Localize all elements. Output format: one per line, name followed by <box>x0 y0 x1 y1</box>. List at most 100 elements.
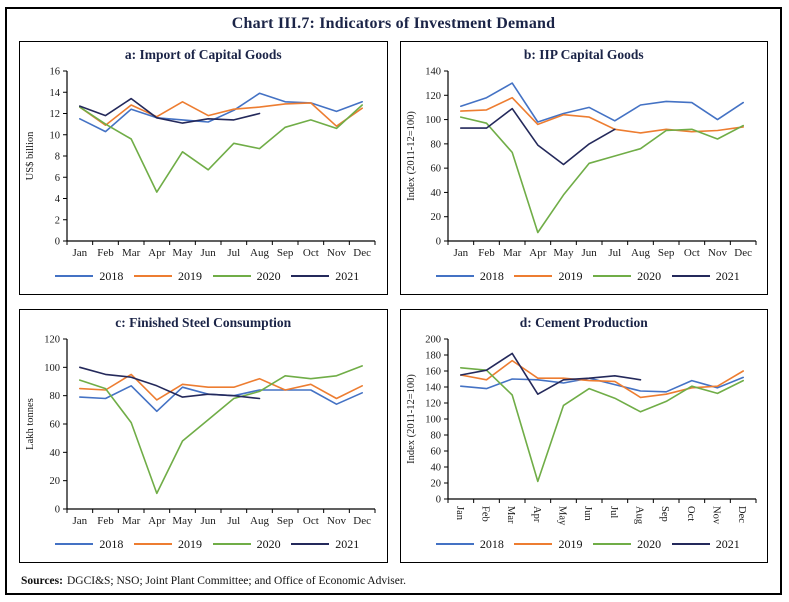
x-tick-label: Nov <box>327 247 346 259</box>
x-tick-label: May <box>173 515 194 527</box>
x-tick-label: Sep <box>658 247 675 259</box>
panel-iip-capital-goods: b: IIP Capital Goods 0 20 40 60 80 100 120 140 J… <box>399 41 768 295</box>
x-tick-label: Jun <box>201 515 217 527</box>
y-tick-label: 12 <box>50 109 61 120</box>
y-tick-label: 120 <box>425 399 441 410</box>
legend-item-2019: 2019 <box>514 537 582 552</box>
legend-item-2020: 2020 <box>593 537 661 552</box>
legend-item-2021: 2021 <box>671 536 740 552</box>
x-tick-label: Aug <box>631 247 650 259</box>
x-tick-label: Jun <box>582 506 593 521</box>
legend-label: 2021 <box>715 268 740 283</box>
legend-item-2020: 2020 <box>212 537 281 552</box>
x-tick-label: Sep <box>277 515 294 527</box>
legend-swatch-2019 <box>514 274 553 278</box>
y-tick-label: 100 <box>425 415 441 426</box>
y-tick-label: 2 <box>55 215 60 226</box>
legend-label: 2019 <box>177 268 202 283</box>
legend-label: 2021 <box>335 536 360 551</box>
legend-item-2021: 2021 <box>291 269 359 284</box>
series-2018-line <box>459 376 744 393</box>
y-axis-title: Index (2011-12=100) <box>406 111 417 201</box>
x-tick-label: Nov <box>710 506 721 525</box>
chart-c-legend: 2018 2019 2020 2021 <box>20 533 387 555</box>
y-tick-label: 120 <box>45 335 61 346</box>
sources-note: Sources: DGCI&S; NSO; Joint Plant Committ… <box>21 575 406 587</box>
series-2021-line <box>79 366 261 400</box>
chart-a-title: a: Import of Capital Goods <box>124 47 282 62</box>
y-tick-label: 10 <box>50 130 61 141</box>
series-2020-line <box>459 366 744 483</box>
x-tick-label: May <box>173 247 194 259</box>
y-tick-label: 40 <box>430 463 441 474</box>
legend-label: 2018 <box>479 536 504 551</box>
legend-item-2021: 2021 <box>671 268 740 284</box>
x-tick-label: Apr <box>149 515 166 527</box>
legend-swatch-2020 <box>212 274 251 278</box>
y-axis-title: Lakh tonnes <box>25 398 36 450</box>
x-tick-label: Dec <box>354 247 372 259</box>
chart-a-canvas: 0 2 4 6 8 10 12 14 16 Jan Feb Mar Apr May Jun Jul Aug Sep… <box>25 67 376 259</box>
x-tick-label: Dec <box>734 247 752 259</box>
legend-item-2020: 2020 <box>212 268 281 284</box>
y-tick-label: 80 <box>430 139 441 150</box>
y-axis-title: Index (2011-12=100) <box>406 374 417 464</box>
legend-label: 2020 <box>256 268 281 283</box>
series-2021-line <box>459 352 642 396</box>
x-tick-label: Jan <box>454 506 465 521</box>
x-tick-label: Aug <box>250 247 269 259</box>
x-tick-label: Sep <box>277 247 294 259</box>
y-tick-label: 200 <box>425 335 441 346</box>
legend-swatch-2018 <box>55 274 94 278</box>
sources-text: DGCI&S; NSO; Joint Plant Committee; and … <box>66 575 406 587</box>
x-tick-label: Sep <box>659 506 670 522</box>
legend-label: 2019 <box>558 268 583 283</box>
series-2021-line <box>459 107 616 166</box>
legend-item-2018: 2018 <box>435 536 504 552</box>
x-tick-label: May <box>553 247 574 259</box>
legend-label: 2019 <box>558 536 583 551</box>
legend-item-2018: 2018 <box>435 269 504 284</box>
x-tick-label: Dec <box>354 515 372 527</box>
y-tick-label: 20 <box>50 476 61 487</box>
x-tick-label: Jul <box>608 247 621 259</box>
x-tick-label: Aug <box>633 506 644 525</box>
x-tick-label: Feb <box>98 247 115 259</box>
y-tick-label: 0 <box>436 237 441 248</box>
legend-item-2019: 2019 <box>133 268 202 284</box>
legend-swatch-2021 <box>291 542 330 546</box>
y-tick-label: 140 <box>425 67 441 78</box>
series-2019-line <box>459 359 744 399</box>
x-tick-label: Jan <box>73 247 88 259</box>
x-tick-label: Mar <box>505 506 516 524</box>
legend-item-2018: 2018 <box>55 537 123 552</box>
panel-import-capital-goods: a: Import of Capital Goods 0 2 4 6 8 10 12 14 16… <box>19 41 388 295</box>
legend-label: 2018 <box>99 268 124 283</box>
x-tick-label: Jun <box>201 247 217 259</box>
chart-c-canvas: 0 20 40 60 80 100 120 Jan Feb Mar Apr May Jun Jul Aug S… <box>25 335 376 527</box>
y-tick-label: 40 <box>50 448 61 459</box>
legend-swatch-2018 <box>55 542 94 546</box>
legend-swatch-2019 <box>514 542 553 546</box>
x-tick-label: Mar <box>122 247 141 259</box>
x-tick-label: Jul <box>228 247 241 259</box>
x-tick-label: Mar <box>503 247 522 259</box>
legend-label: 2021 <box>715 536 740 551</box>
legend-swatch-2018 <box>435 274 474 278</box>
x-tick-label: Nov <box>708 247 727 259</box>
x-tick-label: Jul <box>228 515 241 527</box>
y-tick-label: 16 <box>50 67 61 78</box>
y-tick-label: 160 <box>425 367 441 378</box>
legend-swatch-2020 <box>212 542 251 546</box>
y-tick-label: 40 <box>430 188 441 199</box>
y-tick-label: 4 <box>55 194 61 205</box>
y-tick-label: 8 <box>55 152 60 163</box>
chart-c-title: c: Finished Steel Consumption <box>115 315 292 330</box>
page-title: Chart III.7: Indicators of Investment De… <box>231 15 556 32</box>
x-tick-label: Aug <box>250 515 269 527</box>
legend-swatch-2020 <box>593 274 632 278</box>
x-tick-label: May <box>556 506 567 526</box>
legend-swatch-2021 <box>671 274 710 278</box>
chart-b-canvas: 0 20 40 60 80 100 120 140 Jan Feb Mar Apr May Jun Jul A… <box>406 67 757 259</box>
x-tick-label: Apr <box>529 247 546 259</box>
